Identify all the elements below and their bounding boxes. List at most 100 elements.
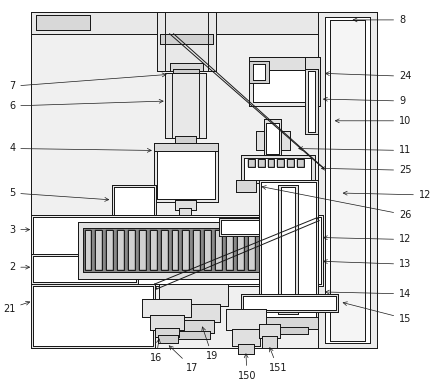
Text: 24: 24 <box>326 71 412 81</box>
Bar <box>259 180 318 319</box>
Bar <box>179 208 191 220</box>
Bar <box>31 215 323 286</box>
Bar <box>268 327 308 334</box>
Bar <box>226 229 233 270</box>
Bar <box>128 229 135 270</box>
Text: 15: 15 <box>343 302 412 324</box>
Bar <box>157 146 215 199</box>
Bar <box>281 187 295 312</box>
Bar <box>159 284 228 306</box>
Bar <box>238 344 254 354</box>
Bar <box>154 142 218 202</box>
Bar <box>183 229 189 270</box>
Bar <box>150 229 157 270</box>
Bar <box>171 229 179 270</box>
Bar <box>170 63 203 71</box>
Bar <box>114 187 154 223</box>
Bar <box>31 12 377 34</box>
Text: 13: 13 <box>323 259 412 269</box>
Bar <box>160 34 213 44</box>
Bar <box>31 215 323 286</box>
Bar <box>31 254 138 284</box>
Bar <box>117 229 124 270</box>
Bar <box>308 71 315 132</box>
Bar <box>106 229 113 270</box>
Bar <box>112 185 156 225</box>
Bar <box>95 229 102 270</box>
Bar <box>238 344 254 354</box>
Bar <box>236 180 256 192</box>
Bar <box>31 12 377 34</box>
Bar <box>261 336 277 348</box>
Bar <box>241 156 315 183</box>
Bar <box>171 320 214 334</box>
Bar <box>258 159 264 167</box>
Bar <box>154 142 218 151</box>
Bar <box>157 12 216 71</box>
Text: 8: 8 <box>353 15 405 25</box>
Bar <box>253 60 317 102</box>
Bar <box>31 284 155 348</box>
Text: 2: 2 <box>9 262 30 272</box>
Text: 9: 9 <box>323 96 405 106</box>
Bar <box>330 20 365 341</box>
Bar <box>248 159 255 167</box>
Bar <box>260 182 316 317</box>
Bar <box>281 187 295 312</box>
Text: 26: 26 <box>262 186 412 220</box>
Bar <box>85 229 91 270</box>
Bar <box>193 229 200 270</box>
Text: 4: 4 <box>9 144 151 154</box>
Text: 10: 10 <box>335 116 412 126</box>
Bar <box>178 218 193 224</box>
Bar <box>142 299 191 317</box>
Text: 21: 21 <box>3 301 30 314</box>
Bar <box>268 159 275 167</box>
Bar <box>243 296 336 310</box>
Bar <box>166 304 220 322</box>
Bar <box>161 229 167 270</box>
Bar <box>173 69 199 74</box>
Bar <box>204 229 211 270</box>
Bar <box>330 20 365 341</box>
Bar <box>248 229 255 270</box>
Bar <box>78 222 271 279</box>
Bar <box>241 294 338 312</box>
Bar <box>175 135 196 144</box>
Bar <box>161 229 167 270</box>
Bar <box>277 159 284 167</box>
Bar <box>288 159 294 167</box>
Bar <box>175 200 196 210</box>
Bar <box>265 123 280 154</box>
Bar <box>264 119 281 158</box>
Bar <box>221 220 316 234</box>
Bar <box>31 284 155 348</box>
Bar <box>183 229 189 270</box>
Bar <box>305 57 320 106</box>
Bar <box>139 229 146 270</box>
Bar <box>253 60 317 102</box>
Text: 151: 151 <box>268 348 287 373</box>
Bar <box>249 57 320 70</box>
Bar <box>36 15 90 30</box>
Bar <box>215 229 222 270</box>
Bar <box>305 69 318 134</box>
Bar <box>325 17 370 343</box>
Bar <box>85 229 91 270</box>
Bar <box>150 315 184 329</box>
Bar <box>249 57 320 70</box>
Bar <box>318 12 377 348</box>
Bar <box>78 222 271 279</box>
Text: 19: 19 <box>202 327 218 361</box>
Bar <box>31 12 377 348</box>
Bar <box>158 336 178 343</box>
Bar <box>33 286 153 346</box>
Bar <box>170 63 203 71</box>
Bar <box>215 229 222 270</box>
Bar <box>278 185 298 314</box>
Bar <box>158 336 178 343</box>
Bar <box>277 159 284 167</box>
Bar <box>117 229 124 270</box>
Bar <box>249 57 320 106</box>
Text: 11: 11 <box>299 146 412 156</box>
